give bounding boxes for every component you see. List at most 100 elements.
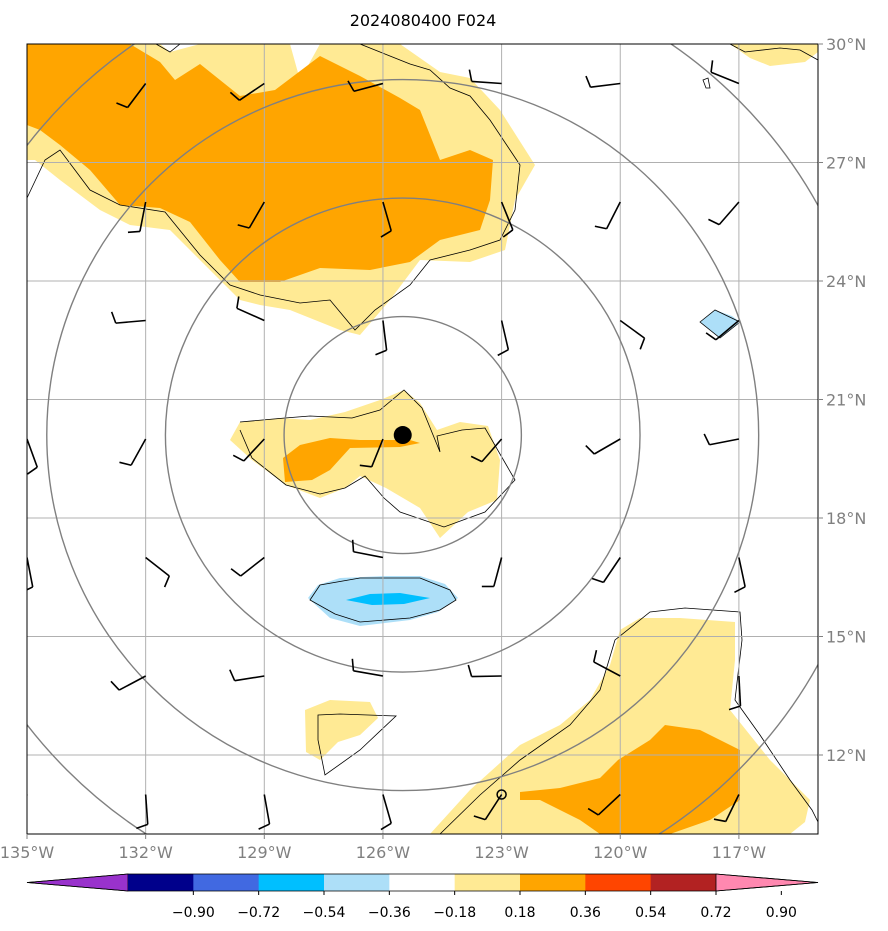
wind-barb <box>470 438 503 463</box>
wind-barb <box>587 793 621 816</box>
contour-line <box>439 607 818 834</box>
wind-barb <box>592 650 621 677</box>
shade-region-central <box>230 390 500 538</box>
wind-barb-flag <box>592 650 598 663</box>
wind-barb-staff <box>738 557 746 588</box>
map-plot-area <box>0 44 818 834</box>
range-rings <box>27 44 818 834</box>
contour-line <box>309 577 457 623</box>
wind-barb-flag <box>351 539 355 552</box>
wind-barb-flag <box>359 464 372 468</box>
wind-barb-flag <box>232 454 245 462</box>
wind-barb <box>585 438 621 455</box>
wind-barb-staff <box>27 201 28 202</box>
wind-barb <box>708 201 740 226</box>
wind-barb <box>119 438 147 467</box>
wind-barb <box>27 438 39 475</box>
wind-barb <box>237 201 265 229</box>
wind-barb-staff <box>493 557 503 587</box>
colorbar-tick-label: 0.18 <box>504 905 535 921</box>
shade-region-southeast-core <box>520 725 740 834</box>
wind-barb-flag <box>708 218 720 226</box>
wind-barb-flag <box>728 705 741 711</box>
colorbar-swatch <box>193 874 260 891</box>
wind-barb-staff <box>593 438 621 455</box>
wind-barb-staff <box>27 557 34 588</box>
markers <box>393 426 507 800</box>
wind-barb-staff <box>709 438 740 446</box>
wind-barb-flag <box>0 692 7 698</box>
wind-barb-flag <box>705 332 717 341</box>
wind-barb-flag <box>351 658 355 671</box>
y-tick-label: 24°N <box>826 272 866 291</box>
wind-barb <box>229 82 265 101</box>
wind-barb <box>380 794 392 831</box>
shade-region-central-core <box>283 438 420 482</box>
wind-barb-flag <box>380 230 392 238</box>
wind-barb <box>229 669 265 682</box>
wind-barb-flag <box>119 461 132 467</box>
x-tick-label: 117°W <box>712 843 767 862</box>
y-tick-label: 27°N <box>826 154 866 173</box>
wind-barb-flag <box>585 75 592 88</box>
wind-barb-flag <box>0 91 2 99</box>
storm-center-marker <box>393 426 412 445</box>
wind-barb-flag <box>639 337 646 350</box>
contour-line <box>702 77 711 89</box>
wind-barb-staff <box>115 319 146 324</box>
wind-barb <box>619 319 646 350</box>
wind-barb <box>27 201 28 202</box>
wind-barb <box>497 320 510 357</box>
wind-barb-staff <box>500 201 514 231</box>
wind-barb-flag <box>27 466 38 475</box>
wind-barb <box>351 658 384 677</box>
wind-barb-flag <box>473 815 486 821</box>
wind-barbs <box>0 60 746 831</box>
x-tick-label: 120°W <box>593 843 648 862</box>
colorbar-swatch <box>520 874 586 891</box>
wind-barb-flag <box>236 296 240 309</box>
wind-barb-flag <box>229 91 240 101</box>
x-tick-label: 123°W <box>474 843 529 862</box>
wind-barb-staff <box>471 80 502 85</box>
x-axis-ticks: 135°W 132°W 129°W 126°W 123°W 120°W 117°W <box>0 834 766 862</box>
map-frame <box>26 43 819 835</box>
wind-barb-staff <box>248 201 265 229</box>
wind-barb <box>110 675 147 691</box>
x-tick-label: 135°W <box>0 843 54 862</box>
wind-barb-staff <box>481 438 503 463</box>
wind-barb-staff <box>27 676 28 678</box>
colorbar-tick-label: −0.18 <box>433 905 476 921</box>
wind-barb <box>116 83 147 109</box>
contour-line <box>729 44 818 61</box>
colorbar-swatch <box>454 874 521 891</box>
wind-barb-flag <box>127 230 140 234</box>
wind-barb-staff <box>353 82 384 93</box>
wind-barb-staff <box>238 82 265 101</box>
wind-barb <box>0 676 28 698</box>
wind-barb <box>27 794 28 798</box>
x-tick-label: 132°W <box>118 843 173 862</box>
wind-barb-staff <box>243 438 265 462</box>
wind-barb-staff <box>590 82 621 88</box>
wind-barb <box>734 557 746 594</box>
colorbar-swatch <box>585 874 652 891</box>
wind-barb-flag <box>116 102 128 109</box>
wind-barb <box>232 438 265 462</box>
wind-barb <box>594 201 621 230</box>
wind-barb-flag <box>230 568 242 577</box>
wind-barb <box>236 296 265 322</box>
y-tick-label: 12°N <box>826 746 866 765</box>
wind-barb <box>230 556 265 577</box>
y-tick-label: 15°N <box>826 628 866 647</box>
wind-barb-flag <box>497 349 509 357</box>
colorbar-swatch <box>128 874 194 891</box>
wind-barb <box>591 557 621 584</box>
wind-barb-flag <box>258 823 270 830</box>
wind-barb <box>145 556 171 588</box>
wind-barb-flag <box>591 577 604 584</box>
wind-barb <box>127 201 147 234</box>
wind-barb-staff <box>605 201 621 230</box>
wind-barb-staff <box>597 793 621 816</box>
x-tick-label: 129°W <box>237 843 292 862</box>
